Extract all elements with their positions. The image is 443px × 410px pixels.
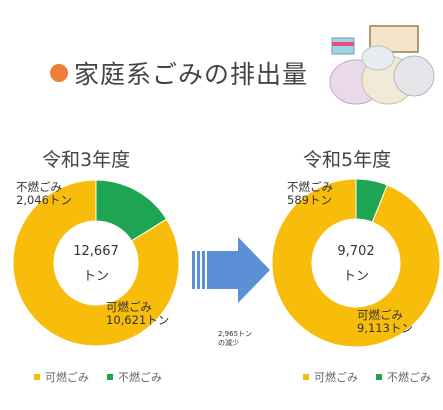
legend-label-burnable: 可燃ごみ xyxy=(314,371,358,384)
legend-swatch-burnable xyxy=(303,374,309,380)
legend-item-burnable: 可燃ごみ xyxy=(34,369,89,385)
decrease-amount: 2,965トン xyxy=(218,330,253,338)
donut-chart-r5 xyxy=(271,178,441,348)
page-title: 家庭系ごみの排出量 xyxy=(74,60,309,89)
donut-slice-burnable xyxy=(271,178,441,348)
decrease-note: 2,965トン の減少 xyxy=(218,330,252,348)
chart1-burnable-name: 可燃ごみ xyxy=(106,300,152,314)
decrease-text: の減少 xyxy=(218,339,239,347)
legend-label-nonburnable: 不燃ごみ xyxy=(387,371,431,384)
chart1-burnable-value: 10,621トン xyxy=(106,313,170,327)
chart2-legend: 可燃ごみ 不燃ごみ xyxy=(303,369,443,385)
chart1-legend: 可燃ごみ 不燃ごみ xyxy=(34,369,180,385)
chart2-title: 令和5年度 xyxy=(303,149,392,171)
chart1-total-unit: トン xyxy=(82,269,109,284)
chart2-total-unit: トン xyxy=(342,269,369,284)
garbage-bag-icon xyxy=(393,55,435,97)
legend-label-burnable: 可燃ごみ xyxy=(45,371,89,384)
chart1-nonburnable-label: 不燃ごみ 2,046トン xyxy=(16,181,72,207)
chart2-burnable-name: 可燃ごみ xyxy=(357,308,403,322)
legend-swatch-burnable xyxy=(34,374,40,380)
title-row: 家庭系ごみの排出量 xyxy=(50,55,308,91)
chart1-nonburnable-name: 不燃ごみ xyxy=(16,180,62,194)
chart2-total-value: 9,702 xyxy=(337,244,375,259)
chart2-center-total: 9,702 トン xyxy=(316,239,396,289)
legend-item-nonburnable: 不燃ごみ xyxy=(376,369,431,385)
right-arrow-icon xyxy=(192,237,270,303)
chart2-burnable-value: 9,113トン xyxy=(357,321,413,335)
chart1-center-total: 12,667 トン xyxy=(56,239,136,289)
chart1-total-value: 12,667 xyxy=(73,244,119,259)
donut-chart-r3 xyxy=(12,179,180,347)
chart2-nonburnable-label: 不燃ごみ 589トン xyxy=(287,181,333,207)
chart2-nonburnable-value: 589トン xyxy=(287,193,332,207)
chart2-nonburnable-name: 不燃ごみ xyxy=(287,180,333,194)
garbage-bag-icon xyxy=(361,45,395,71)
chart1-title: 令和3年度 xyxy=(42,149,131,171)
garbage-bags-illustration xyxy=(329,25,435,105)
legend-label-nonburnable: 不燃ごみ xyxy=(118,371,162,384)
legend-swatch-nonburnable xyxy=(107,374,113,380)
chart2-burnable-label: 可燃ごみ 9,113トン xyxy=(357,309,413,335)
chart1-burnable-label: 可燃ごみ 10,621トン xyxy=(106,301,169,327)
bullet-dot-icon xyxy=(50,64,68,82)
legend-item-burnable: 可燃ごみ xyxy=(303,369,358,385)
legend-item-nonburnable: 不燃ごみ xyxy=(107,369,162,385)
donut-slice-burnable xyxy=(12,179,180,347)
legend-swatch-nonburnable xyxy=(376,374,382,380)
chart1-nonburnable-value: 2,046トン xyxy=(16,193,72,207)
